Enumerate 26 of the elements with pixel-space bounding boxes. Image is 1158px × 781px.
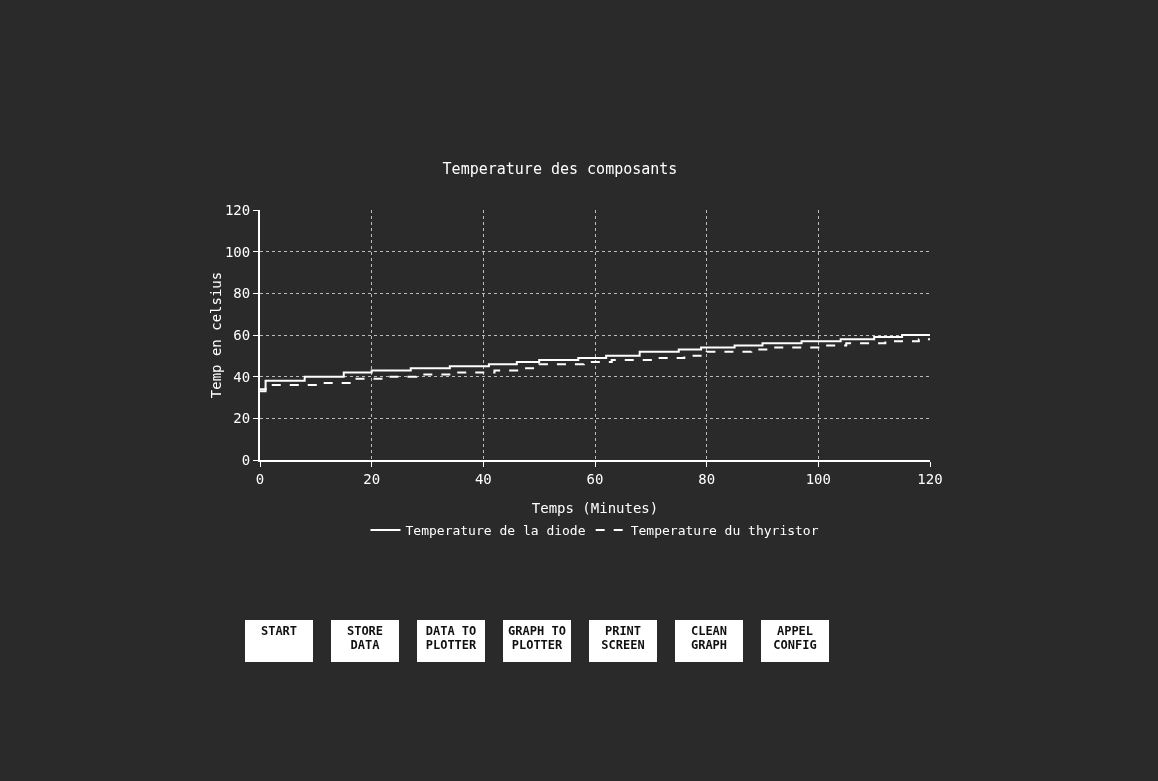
y-tick-label: 60 <box>233 326 251 343</box>
button: GRAPH TO PLOTTER <box>503 620 571 662</box>
y-tick-label: 100 <box>224 243 251 260</box>
legend-label: Temperature de la diode <box>405 523 586 539</box>
button: START <box>245 620 313 662</box>
button: STORE DATA <box>331 620 399 662</box>
x-tick-label: 20 <box>363 470 381 487</box>
legend-label: Temperature du thyristor <box>630 523 819 539</box>
y-tick-label: 120 <box>224 201 251 218</box>
button: CLEAN GRAPH <box>675 620 743 662</box>
y-tick-label: 80 <box>233 285 251 302</box>
button: PRINT SCREEN <box>589 620 657 662</box>
y-tick-label: 40 <box>233 368 251 385</box>
chart-title: Temperature des composants <box>442 159 678 178</box>
x-tick-label: 100 <box>805 470 831 487</box>
x-tick-label: 0 <box>255 470 265 487</box>
x-axis-title: Temps (Minutes) <box>531 500 659 516</box>
y-tick-label: 20 <box>233 410 251 427</box>
y-tick-label: 0 <box>241 451 251 468</box>
button: APPEL CONFIG <box>761 620 829 662</box>
x-tick-label: 120 <box>917 470 943 487</box>
x-tick-label: 60 <box>586 470 604 487</box>
x-tick-label: 40 <box>474 470 492 487</box>
button: DATA TO PLOTTER <box>417 620 485 662</box>
x-tick-label: 80 <box>698 470 716 487</box>
y-axis-title: Temp en celsius <box>208 271 224 399</box>
